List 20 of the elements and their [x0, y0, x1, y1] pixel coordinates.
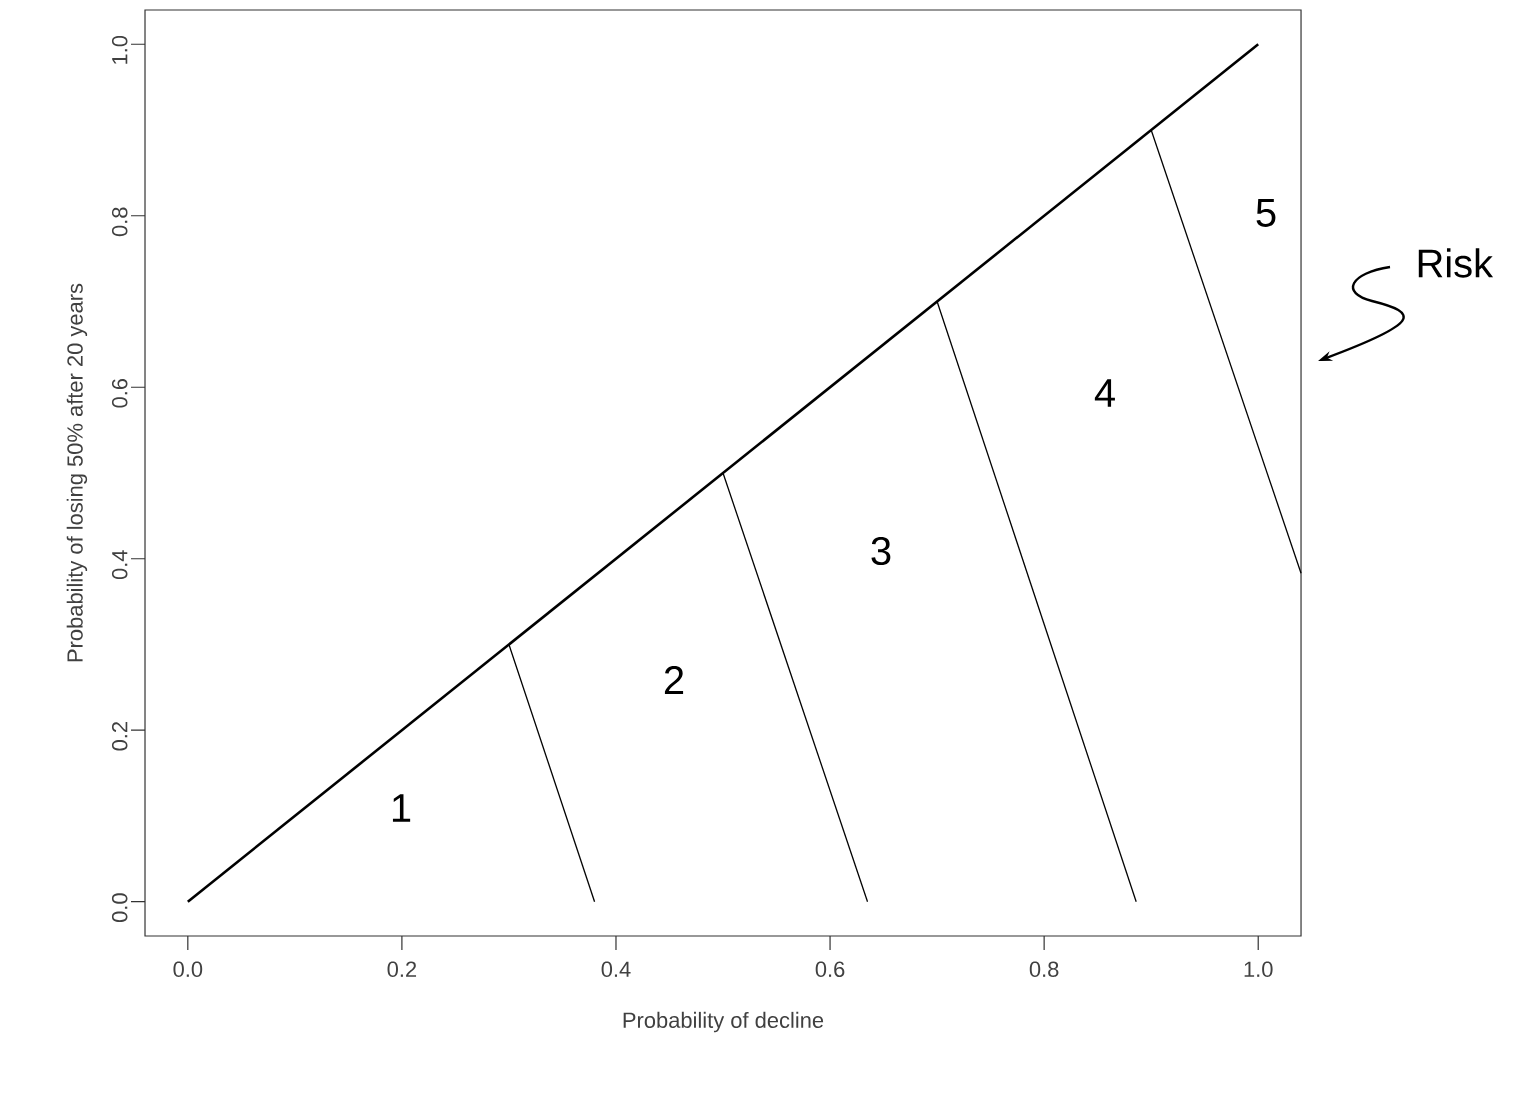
y-tick-label: 1.0 — [111, 35, 128, 64]
annotation: 3 — [871, 536, 891, 566]
annotation: 1 — [392, 794, 411, 822]
annotation: 4 — [1094, 379, 1115, 407]
x-tick-label: 0.6 — [815, 961, 845, 978]
x-tick-label: 1.0 — [1244, 961, 1273, 978]
x-axis-title: Probability of decline — [623, 1011, 824, 1033]
annotation: 5 — [1256, 199, 1276, 227]
y-tick-label: 0.4 — [111, 550, 128, 580]
text: Risk — [1418, 248, 1494, 278]
y-axis-title: Probability of losing 50% after 20 years — [66, 283, 88, 662]
y-tick-label: 0.0 — [111, 893, 128, 923]
x-tick-label: 0.2 — [387, 961, 417, 978]
x-tick-label: 0.8 — [1029, 961, 1059, 978]
y-tick-label: 0.2 — [111, 722, 128, 751]
y-tick-label: 0.6 — [111, 378, 128, 408]
annotation: 2 — [664, 666, 684, 694]
y-tick-label: 0.8 — [111, 207, 128, 237]
x-tick-label: 0.4 — [601, 961, 631, 978]
x-tick-label: 0.0 — [173, 961, 203, 978]
